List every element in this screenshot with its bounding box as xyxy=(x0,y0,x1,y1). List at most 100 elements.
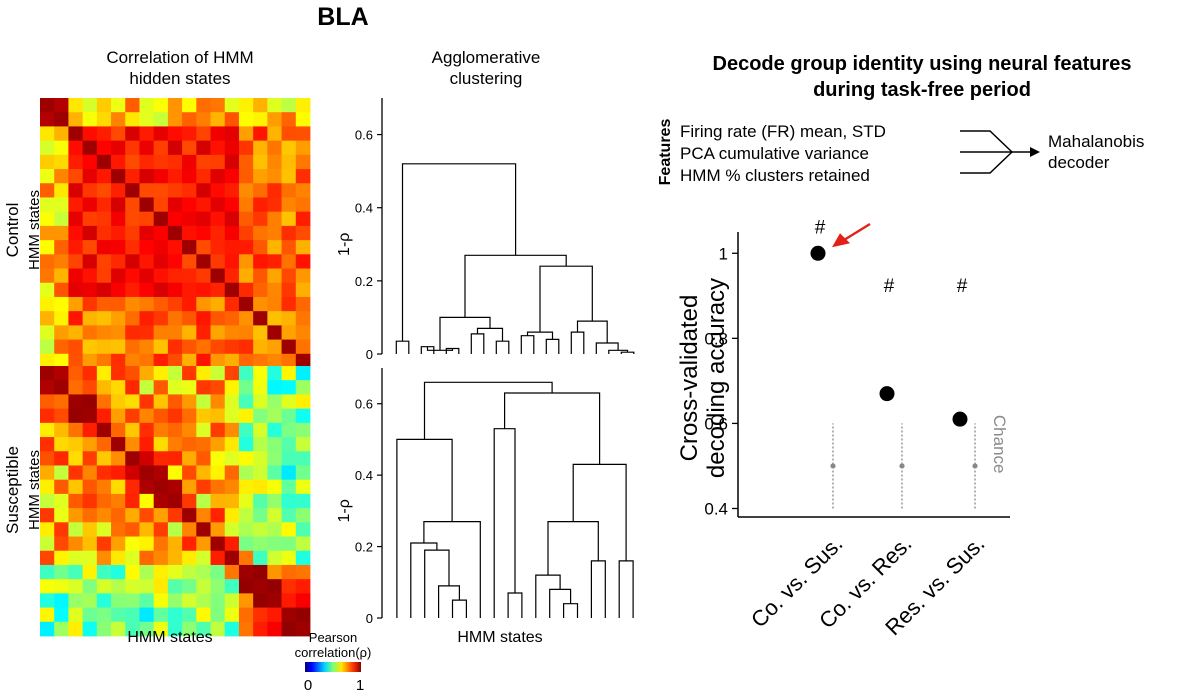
heatmap-cell xyxy=(68,197,84,213)
heatmap-cell xyxy=(281,451,297,466)
heatmap-cell xyxy=(267,479,282,495)
heatmap-cell xyxy=(68,339,84,355)
heatmap-cell xyxy=(224,522,240,537)
heatmap-cell xyxy=(68,579,84,594)
heatmap-cell xyxy=(96,422,112,438)
heatmap-cell xyxy=(68,183,84,198)
heatmap-cell xyxy=(139,240,155,255)
heatmap-cell xyxy=(68,550,84,566)
heatmap-cell xyxy=(238,140,254,156)
heatmap-cell xyxy=(182,211,197,227)
heatmap-cell xyxy=(210,394,226,410)
heatmap-cell xyxy=(167,197,183,213)
heatmap-cell xyxy=(281,268,297,284)
dendro-link xyxy=(545,338,560,354)
heatmap-cell xyxy=(139,211,155,227)
heatmap-cell xyxy=(153,451,169,466)
dendro-y-tick-label: 0.2 xyxy=(355,540,373,555)
heatmap-cell xyxy=(111,154,126,170)
heatmap-cell xyxy=(40,493,55,509)
heatmap-cell xyxy=(111,169,126,184)
heatmap-cell xyxy=(210,126,226,142)
heatmap-cell xyxy=(40,126,55,142)
heatmap-cell xyxy=(224,225,240,241)
heatmap-cell xyxy=(210,607,226,623)
heatmap-cell xyxy=(40,268,55,284)
heatmap-cell xyxy=(295,408,311,424)
heatmap-cell xyxy=(182,465,197,481)
heatmap-cell xyxy=(82,268,98,284)
heatmap-cell xyxy=(253,422,268,438)
heatmap-cell xyxy=(125,169,140,184)
heatmap-cell xyxy=(96,339,112,355)
heatmap-cell xyxy=(96,593,112,608)
dendro-link xyxy=(520,335,535,354)
heatmap-cell xyxy=(153,254,169,269)
heatmap-cell xyxy=(295,593,311,608)
heatmap-cell xyxy=(182,225,197,241)
heatmap-cell xyxy=(210,154,226,170)
heatmap-cell xyxy=(238,339,254,355)
heatmap-cell xyxy=(295,112,311,127)
heatmap-cell xyxy=(125,493,140,509)
dendro-link xyxy=(547,521,599,576)
heatmap-cell xyxy=(182,154,197,170)
heatmap-cell xyxy=(182,479,197,495)
heatmap-cell xyxy=(253,394,268,410)
heatmap-cell xyxy=(96,522,112,537)
heatmap-cell xyxy=(196,479,211,495)
chance-point xyxy=(972,463,978,469)
heatmap-cell xyxy=(40,225,55,241)
heatmap-cell xyxy=(82,225,98,241)
heatmap-cell xyxy=(267,593,282,608)
heatmap-cell xyxy=(68,366,84,381)
heatmap-cell xyxy=(82,380,98,395)
heatmap-cell xyxy=(281,112,297,127)
heatmap-cell xyxy=(96,169,112,184)
heatmap-cell xyxy=(281,522,297,537)
heatmap-cell xyxy=(82,282,98,298)
heatmap-cell xyxy=(210,311,226,326)
heatmap-cell xyxy=(96,508,112,523)
heatmap-cell xyxy=(196,254,211,269)
heatmap-cell xyxy=(196,112,211,127)
accuracy-point xyxy=(952,411,968,427)
heatmap-cell xyxy=(210,353,226,369)
dendro-title-line2: clustering xyxy=(450,69,523,88)
heatmap-cell xyxy=(295,550,311,566)
heatmap-cell xyxy=(167,296,183,312)
heatmap-cell xyxy=(153,593,169,608)
heatmap-cell xyxy=(196,325,211,340)
decoder-label-line2: decoder xyxy=(1048,153,1110,172)
heatmap-cell xyxy=(210,225,226,241)
heatmap-cell xyxy=(111,268,126,284)
heatmap-cell xyxy=(210,451,226,466)
heatmap-cell xyxy=(40,98,55,113)
heatmap-cell xyxy=(125,353,140,369)
heatmap-cell xyxy=(153,493,169,509)
heatmap-cell xyxy=(139,183,155,198)
dendro-link xyxy=(572,463,627,561)
heatmap-cell xyxy=(182,380,197,395)
heatmap-cell xyxy=(253,169,268,184)
heatmap-cell xyxy=(253,311,268,326)
heatmap-cell xyxy=(54,140,69,156)
decode-ylabel-line2: decoding accuracy xyxy=(703,278,730,478)
heatmap-cell xyxy=(253,437,268,452)
heatmap-cell xyxy=(295,225,311,241)
heatmap-cell xyxy=(153,536,169,552)
heatmap-cell xyxy=(224,366,240,381)
heatmap-cell xyxy=(210,564,226,580)
heatmap-cell xyxy=(224,169,240,184)
heatmap-cell xyxy=(182,296,197,312)
heatmap-cell xyxy=(182,593,197,608)
heatmap-cell xyxy=(267,621,282,637)
heatmap-cell xyxy=(125,98,140,113)
heatmap-cell xyxy=(54,394,69,410)
heatmap-cell xyxy=(295,579,311,594)
heatmap-cell xyxy=(82,579,98,594)
heatmap-cell xyxy=(196,451,211,466)
heatmap-cell xyxy=(196,140,211,156)
heatmap-cell xyxy=(267,211,282,227)
heatmap-cell xyxy=(111,380,126,395)
